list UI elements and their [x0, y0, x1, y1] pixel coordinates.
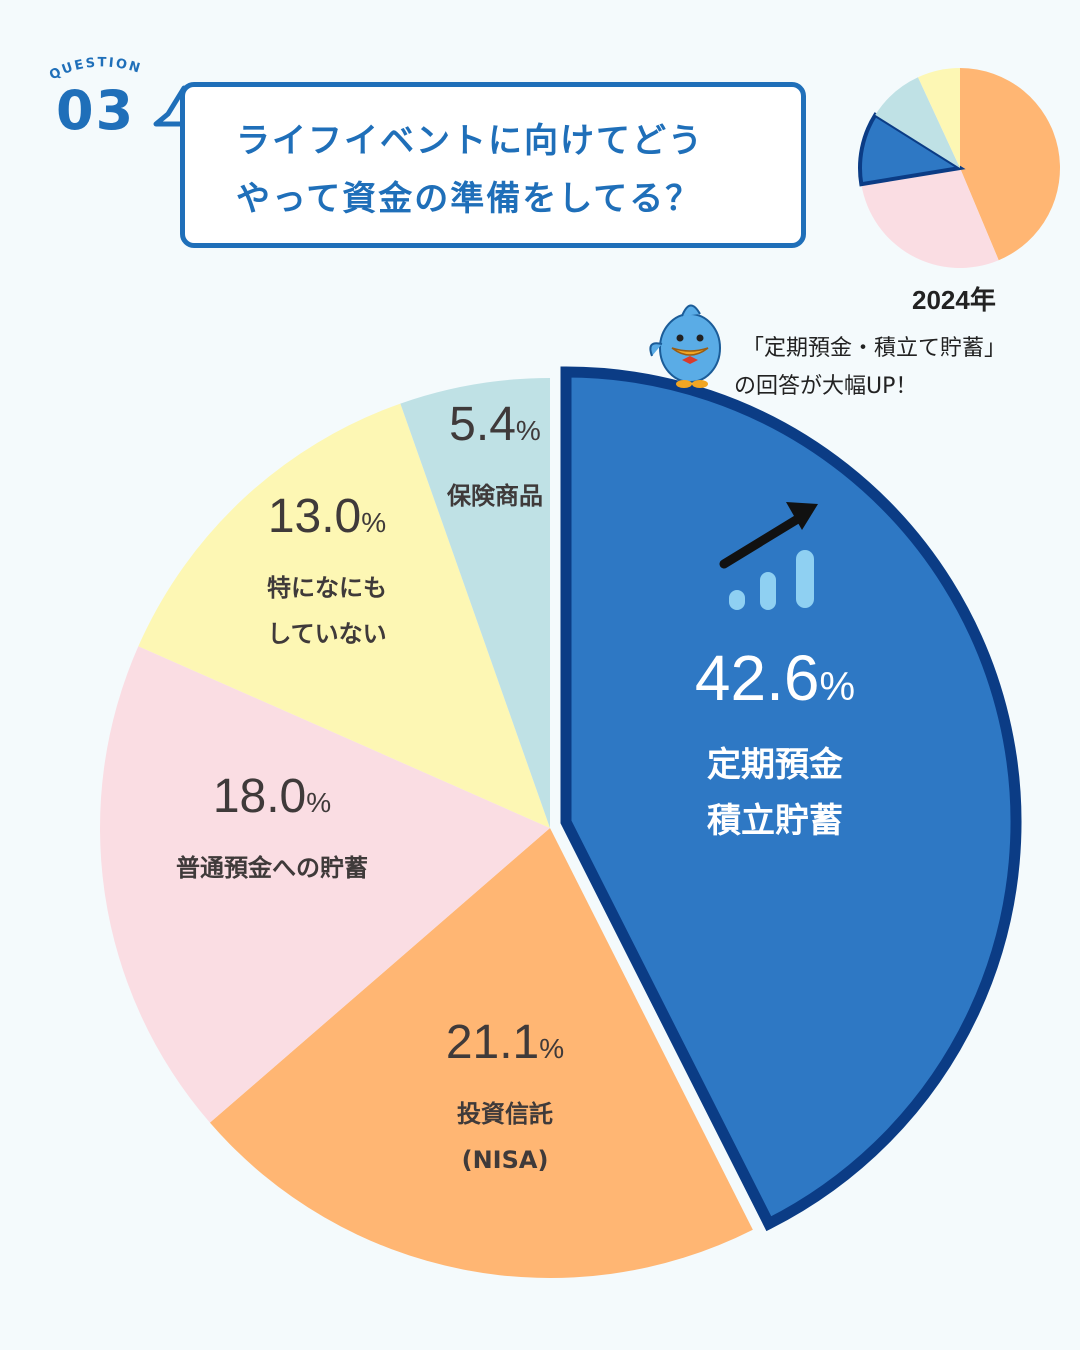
- growth-trend-icon: [719, 502, 818, 610]
- slice-label-none: 特になにも: [267, 574, 387, 602]
- annotation-line1: 「定期預金・積立て貯蓄」: [742, 336, 1007, 361]
- pie-slice-insurance: [400, 378, 550, 828]
- slice-value-unit: %: [306, 787, 331, 818]
- inset-slice-ordinary: [861, 168, 999, 268]
- question-title-line2: やって資金の準備をしてる？: [236, 179, 702, 219]
- question-title: ライフイベントに向けてどう やって資金の準備をしてる？: [236, 112, 776, 228]
- annotation-note: 「定期預金・積立て貯蓄」 の回答が大幅UP！: [734, 330, 1007, 406]
- slice-value-unit: %: [361, 507, 386, 538]
- pie-slice-savings: [560, 366, 1022, 1232]
- slice-value-unit: %: [516, 415, 541, 446]
- slice-label-investment: (NISA): [462, 1146, 549, 1174]
- question-label-arc: QUESTION: [47, 55, 141, 83]
- slice-label-investment: 投資信託: [457, 1100, 553, 1128]
- slice-value-savings: 42.6%: [695, 642, 855, 714]
- slice-label-savings: 積立貯蓄: [707, 801, 843, 841]
- slice-label-insurance: 保険商品: [446, 482, 543, 510]
- slice-value-insurance: 5.4%: [449, 398, 541, 451]
- question-title-line1: ライフイベントに向けてどう: [236, 121, 704, 161]
- slice-value-unit: %: [539, 1033, 564, 1064]
- inset-slice-savings: [858, 112, 966, 187]
- inset-year-label: 2024年: [912, 285, 996, 315]
- annotation-line2: の回答が大幅UP！: [734, 374, 918, 399]
- slice-value-number: 42.6: [695, 642, 820, 714]
- inset-slice-investment: [960, 68, 1060, 261]
- slice-label-savings: 定期預金: [707, 745, 844, 785]
- slice-value-number: 21.1: [446, 1016, 539, 1069]
- pie-slice-investment: [209, 828, 753, 1278]
- slice-label-ordinary: 普通預金への貯蓄: [176, 854, 368, 882]
- main-pie: [99, 366, 1022, 1278]
- mascot-bird-icon: [649, 304, 721, 388]
- slice-value-number: 13.0: [268, 490, 361, 543]
- speech-bubble-tail: [153, 85, 187, 127]
- inset-slice-none: [918, 68, 960, 168]
- inset-slice-insurance: [875, 77, 960, 168]
- speech-bubble: [180, 82, 806, 248]
- slice-value-number: 18.0: [213, 770, 306, 823]
- inset-pie-2024: [858, 68, 1060, 268]
- slice-value-unit: %: [819, 665, 855, 709]
- question-number: 03: [56, 79, 136, 142]
- question-label: QUESTION: [47, 52, 158, 83]
- pie-slice-ordinary: [99, 646, 550, 1123]
- slice-value-number: 5.4: [449, 398, 516, 451]
- slice-label-none: していない: [267, 620, 386, 648]
- slice-value-none: 13.0%: [268, 490, 386, 543]
- slice-value-investment: 21.1%: [446, 1016, 564, 1069]
- slice-value-ordinary: 18.0%: [213, 770, 331, 823]
- pie-slice-none: [138, 403, 551, 828]
